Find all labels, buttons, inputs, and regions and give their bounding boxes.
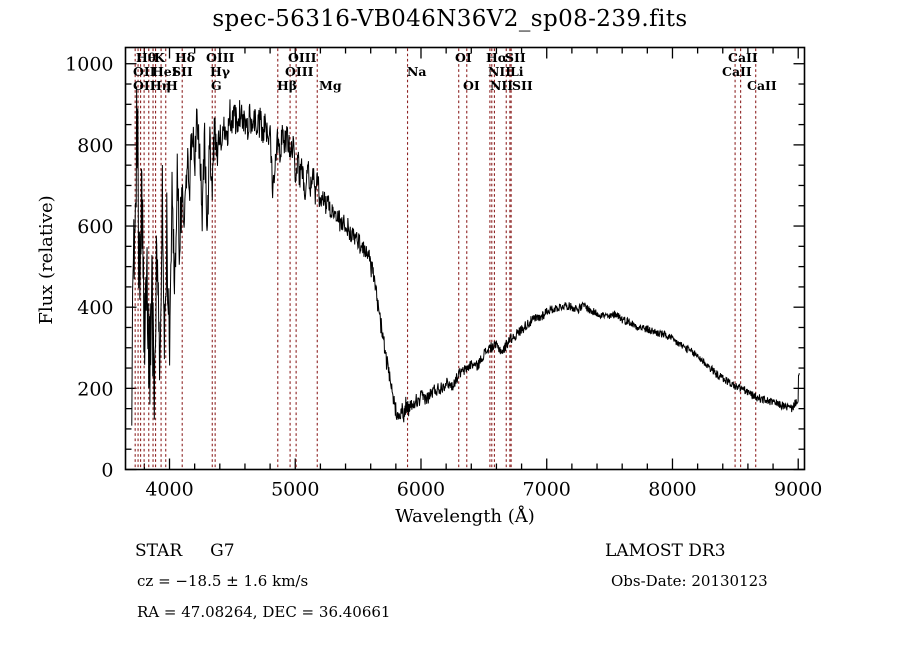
x-tick-label: 6000 [397,479,445,501]
y-axis-label: Flux (relative) [36,195,57,324]
spectral-line-label: Hθ [136,50,156,65]
spectral-line-label: NII [490,78,513,93]
spectral-line-label: OII [133,64,156,79]
spectral-line-label: OI [455,50,472,65]
y-axis-ticks [125,63,805,471]
y-tick-label: 200 [77,378,113,400]
plot-frame [124,46,806,471]
spectral-line-label: CaII [728,50,758,65]
footer-obs-date: Obs-Date: 20130123 [611,572,768,590]
spectral-line-label: Hη [150,78,171,93]
spectral-line-label: OII [133,78,156,93]
spectral-line-label: Na [407,64,427,79]
x-tick-label: 4000 [145,479,193,501]
y-tick-label: 400 [77,297,113,319]
x-tick-label: 7000 [523,479,571,501]
spectral-line-label: OIII [285,64,314,79]
spectral-line-label: CaII [722,64,752,79]
x-axis-label: Wavelength (Å) [395,505,535,527]
footer-coords: RA = 47.08264, DEC = 36.40661 [137,603,390,621]
page-title: spec-56316-VB046N36V2_sp08-239.fits [212,6,687,32]
spectral-line-label: SII [512,78,533,93]
y-tick-label: 800 [77,135,113,157]
spectral-line-label: OI [463,78,480,93]
y-tick-label: 1000 [65,54,113,76]
x-axis-ticks [143,47,799,470]
spectral-line-label: HeI [152,64,178,79]
footer-survey: LAMOST DR3 [605,541,726,561]
spectral-line-label: OIII [206,50,235,65]
spectral-line-label: H [166,78,178,93]
footer-object-type: STAR G7 [135,541,235,561]
y-tick-label: 600 [77,216,113,238]
spectrum-trace [131,86,800,426]
spectral-line-label: Hβ [277,78,297,93]
spectral-line-label: OIII [288,50,317,65]
spectral-line-label: Hγ [210,64,231,79]
spectral-line-label: Mg [319,78,342,93]
y-tick-label: 0 [101,460,113,482]
spectral-line-label: NII [488,64,511,79]
spectral-line-label: Hα [486,50,508,65]
y-axis-tick-labels: 0 200 400 600 800 1000 [65,54,113,482]
spectral-line-label: G [211,78,222,93]
spectral-line-markers [134,48,757,469]
x-axis-tick-labels: 4000 5000 6000 7000 8000 9000 [145,479,822,501]
footer-cz: cz = −18.5 ± 1.6 km/s [137,572,308,590]
spectral-line-label: SII [172,64,193,79]
spectral-line-label: CaII [747,78,777,93]
x-tick-label: 9000 [774,479,822,501]
x-tick-label: 5000 [271,479,319,501]
spectrum-line [131,86,800,426]
spectral-line-label: Li [510,64,524,79]
spectral-line-label: K [154,50,166,65]
x-tick-label: 8000 [648,479,696,501]
spectral-line-label: SII [505,50,526,65]
spectral-line-label: Hδ [175,50,195,65]
